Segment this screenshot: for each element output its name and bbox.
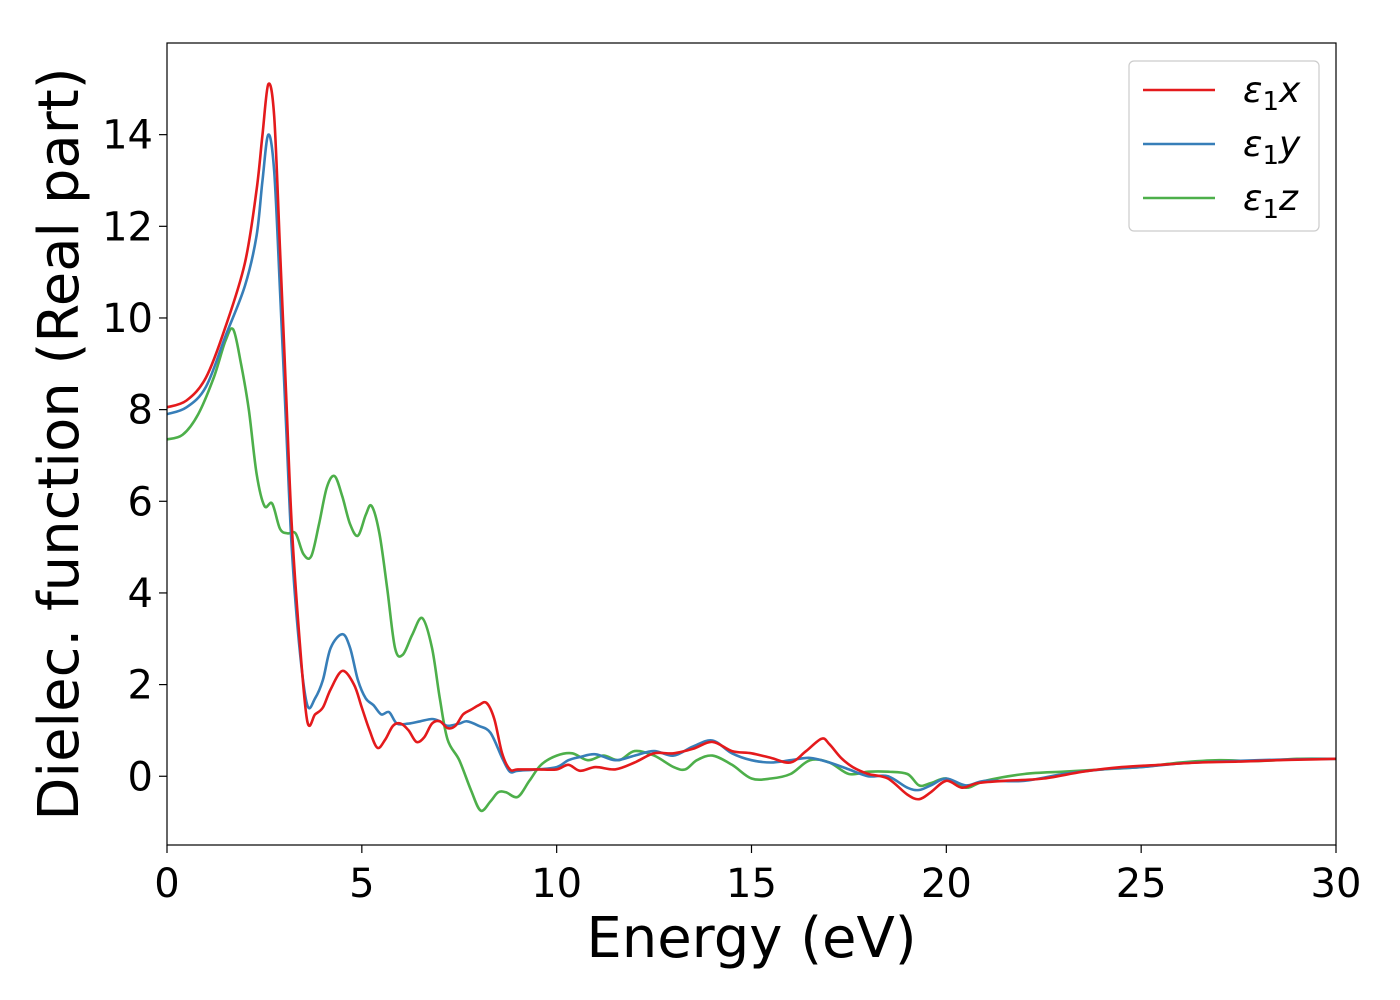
- y-tick-label: 4: [128, 571, 153, 617]
- x-tick-label: 15: [726, 861, 777, 907]
- x-tick-label: 10: [531, 861, 582, 907]
- y-tick-label: 0: [128, 754, 153, 800]
- y-axis-label: Dielec. function (Real part): [27, 67, 92, 820]
- legend-box: [1128, 60, 1320, 232]
- x-tick-label: 0: [154, 861, 179, 907]
- legend: ε1x ε1y ε1z: [1128, 60, 1320, 232]
- y-tick-label: 8: [128, 388, 153, 434]
- x-tick-label: 25: [1116, 861, 1167, 907]
- x-axis-ticks: 0 5 10 15 20 25 30: [154, 845, 1361, 907]
- y-tick-label: 12: [102, 204, 153, 250]
- y-tick-label: 6: [128, 479, 153, 525]
- y-axis-ticks: 0 2 4 6 8 10 12 14: [102, 113, 167, 800]
- legend-label-eps1z: ε1z: [1243, 178, 1299, 225]
- y-tick-label: 14: [102, 113, 153, 159]
- series-line-eps1y: [166, 133, 1337, 792]
- series-line-eps1x: [166, 82, 1337, 801]
- x-tick-label: 30: [1311, 861, 1362, 907]
- x-tick-label: 5: [349, 861, 374, 907]
- y-tick-label: 2: [128, 663, 153, 709]
- legend-label-eps1y: ε1y: [1243, 124, 1301, 171]
- x-axis-label: Energy (eV): [586, 906, 916, 971]
- y-tick-label: 10: [102, 296, 153, 342]
- legend-label-eps1x: ε1x: [1243, 70, 1301, 117]
- series-layer: [166, 82, 1337, 813]
- x-tick-label: 20: [921, 861, 972, 907]
